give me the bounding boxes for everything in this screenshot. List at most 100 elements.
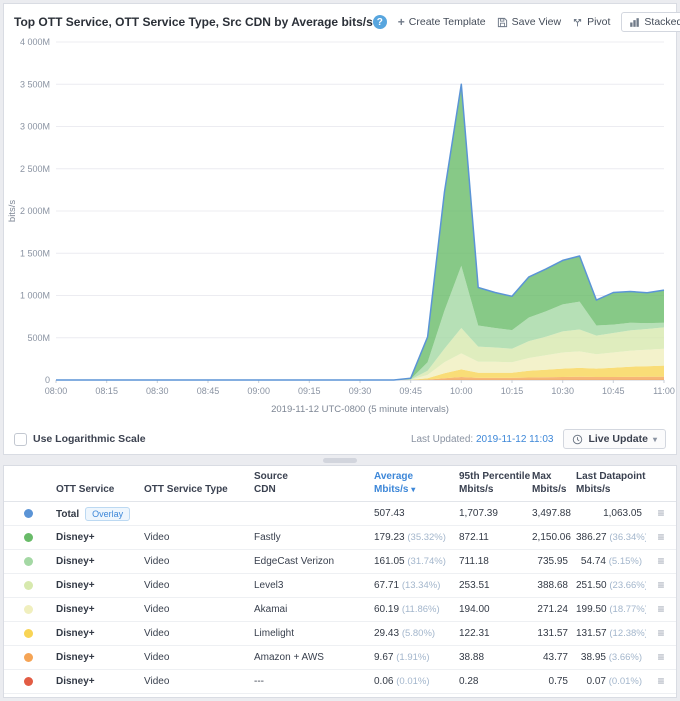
average-cell: 161.05 (31.74%) <box>370 549 455 574</box>
row-menu-button[interactable]: ≡ <box>657 578 665 592</box>
chart-type-dropdown[interactable]: Stacked Area Chart ▾ <box>621 12 680 32</box>
col-last-datapoint[interactable]: Last Datapoint Mbits/s <box>572 466 646 502</box>
help-icon[interactable]: ? <box>372 15 387 29</box>
table-row[interactable]: Disney+ Video Limelight 29.43 (5.80%) 122.31… <box>4 621 676 646</box>
svg-text:10:15: 10:15 <box>501 386 524 396</box>
row-menu-button[interactable]: ≡ <box>657 626 665 640</box>
table-row[interactable]: Disney+ Video Level3 67.71 (13.34%) 253.51 38… <box>4 573 676 598</box>
last-updated-label: Last Updated: <box>410 433 474 445</box>
col-ott-service[interactable]: OTT Service <box>52 466 140 502</box>
chart-area[interactable]: 0 500M 1 000M 1 500M 2 000M 2 500M 3 000M 3 500… <box>4 34 676 424</box>
col-source-cdn[interactable]: Source CDN <box>250 466 370 502</box>
col-95th-percentile[interactable]: 95th Percentile Mbits/s <box>455 466 530 502</box>
p95-cell: 194.00 <box>455 597 528 622</box>
chart-footer: Use Logarithmic Scale Last Updated: 2019… <box>4 424 676 457</box>
svg-text:09:00: 09:00 <box>247 386 270 396</box>
table-row[interactable]: Total Overlay 507.43 1,707.39 3,497.88 1,063.… <box>4 501 676 526</box>
ott-service-cell: Disney+ <box>52 669 140 694</box>
svg-text:bits/s: bits/s <box>7 200 18 222</box>
svg-text:10:00: 10:00 <box>450 386 473 396</box>
max-cell: 735.95 <box>528 549 572 574</box>
source-cdn-cell: --- <box>250 669 370 694</box>
ott-service-type-cell: Video <box>140 645 250 670</box>
svg-text:2019-11-12 UTC-0800 (5 minute: 2019-11-12 UTC-0800 (5 minute intervals) <box>271 404 449 415</box>
series-color-cell <box>4 573 52 598</box>
last-datapoint-cell: 0.07 (0.01%) <box>572 669 646 694</box>
ott-service-cell: Disney+ <box>52 645 140 670</box>
p95-cell: 0.28 <box>455 669 528 694</box>
max-cell: 3,497.88 <box>528 501 572 526</box>
live-update-button[interactable]: Live Update ▾ <box>563 429 666 449</box>
col-source-line2: CDN <box>254 483 276 495</box>
row-menu-button[interactable]: ≡ <box>657 506 665 520</box>
col-source-line1: Source <box>254 471 288 482</box>
col-dot <box>4 466 52 502</box>
col-average[interactable]: Average Mbits/s ▾ <box>370 466 455 502</box>
last-updated: Last Updated: 2019-11-12 11:03 <box>411 434 554 445</box>
p95-cell: 38.88 <box>455 645 528 670</box>
col-actions <box>646 466 676 502</box>
last-datapoint-cell: 54.74 (5.15%) <box>572 549 646 574</box>
panel-splitter[interactable] <box>3 455 677 465</box>
log-scale-toggle[interactable]: Use Logarithmic Scale <box>14 432 146 446</box>
ott-service-type-cell: Video <box>140 573 250 598</box>
series-color-dot <box>23 652 33 662</box>
svg-text:10:45: 10:45 <box>602 386 625 396</box>
row-menu-button[interactable]: ≡ <box>657 674 665 688</box>
max-cell: 0.75 <box>528 669 572 694</box>
row-menu-button[interactable]: ≡ <box>657 650 665 664</box>
svg-text:1 500M: 1 500M <box>20 248 50 258</box>
series-color-cell <box>4 621 52 646</box>
last-datapoint-cell: 199.50 (18.77%) <box>572 597 646 622</box>
ott-service-type-cell: Video <box>140 669 250 694</box>
col-average-line1: Average <box>374 471 414 482</box>
table-row[interactable]: Disney+ Video Akamai 60.19 (11.86%) 194.00 27… <box>4 597 676 622</box>
last-datapoint-cell: 251.50 (23.66%) <box>572 573 646 598</box>
log-scale-label: Use Logarithmic Scale <box>33 433 146 445</box>
save-icon <box>497 17 507 27</box>
svg-text:3 500M: 3 500M <box>20 79 50 89</box>
svg-text:09:30: 09:30 <box>349 386 372 396</box>
table-row[interactable]: Disney+ Video Fastly 179.23 (35.32%) 872.11 2… <box>4 525 676 550</box>
svg-text:0: 0 <box>45 375 50 385</box>
col-ott-service-type[interactable]: OTT Service Type <box>140 466 250 502</box>
save-view-button[interactable]: Save View <box>497 16 561 28</box>
series-color-dot <box>23 628 33 638</box>
row-actions-cell: ≡ <box>646 645 676 670</box>
col-last-line1: Last Datapoint <box>576 471 646 482</box>
table-row[interactable]: Disney+ Video --- 0.06 (0.01%) 0.28 0.75 0.07 … <box>4 669 676 694</box>
table-row[interactable]: Disney+ Video Amazon + AWS 9.67 (1.91%) 38.8… <box>4 645 676 670</box>
col-max-line2: Mbits/s <box>532 483 567 495</box>
svg-text:500M: 500M <box>27 333 50 343</box>
series-color-cell <box>4 669 52 694</box>
svg-text:3 000M: 3 000M <box>20 122 50 132</box>
svg-text:08:15: 08:15 <box>95 386 118 396</box>
create-template-label: Create Template <box>408 16 486 28</box>
ott-service-cell: Total Overlay <box>52 501 140 526</box>
table-row[interactable]: Disney+ Video EdgeCast Verizon 161.05 (31.7… <box>4 549 676 574</box>
pivot-button[interactable]: Pivot <box>572 16 610 28</box>
row-menu-button[interactable]: ≡ <box>657 554 665 568</box>
last-datapoint-cell: 1,063.05 <box>572 501 646 526</box>
ott-service-cell: Disney+ <box>52 525 140 550</box>
svg-text:10:30: 10:30 <box>551 386 574 396</box>
clock-icon <box>573 434 583 444</box>
svg-text:1 000M: 1 000M <box>20 291 50 301</box>
max-cell: 131.57 <box>528 621 572 646</box>
create-template-button[interactable]: + Create Template <box>398 15 486 29</box>
row-actions-cell: ≡ <box>646 621 676 646</box>
plus-icon: + <box>397 15 405 29</box>
svg-text:08:30: 08:30 <box>146 386 169 396</box>
row-menu-button[interactable]: ≡ <box>657 530 665 544</box>
chart-type-label: Stacked Area Chart <box>644 16 680 28</box>
row-actions-cell: ≡ <box>646 525 676 550</box>
source-cdn-cell: Level3 <box>250 573 370 598</box>
chart-panel: Top OTT Service, OTT Service Type, Src C… <box>3 3 680 457</box>
log-scale-checkbox[interactable] <box>14 432 27 446</box>
series-color-dot <box>23 532 33 542</box>
average-cell: 60.19 (11.86%) <box>370 597 455 622</box>
row-menu-button[interactable]: ≡ <box>657 602 665 616</box>
overlay-badge[interactable]: Overlay <box>85 506 131 521</box>
svg-text:08:00: 08:00 <box>45 386 68 396</box>
col-max[interactable]: Max Mbits/s <box>528 466 572 502</box>
